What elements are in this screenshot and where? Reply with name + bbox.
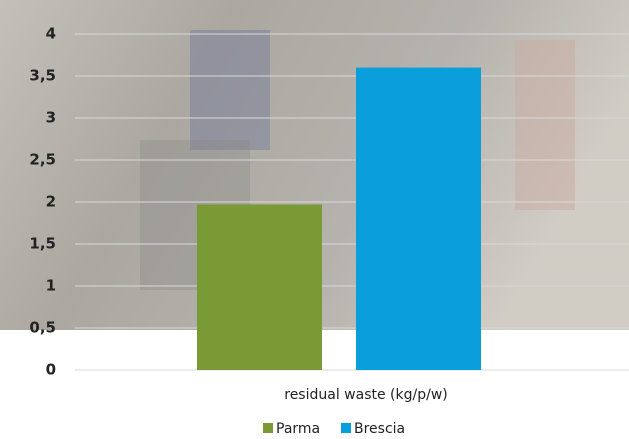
background-photo-detail [190,30,270,150]
y-tick-label: 2 [46,193,56,211]
bar [356,67,481,370]
background-photo-detail [515,40,575,210]
legend-swatch [263,423,273,433]
legend-swatch [341,423,351,433]
legend-label: Parma [276,421,320,437]
bar [197,204,322,370]
y-tick-label: 0,5 [29,319,56,337]
y-tick-label: 1,5 [29,235,56,253]
legend-label: Brescia [354,421,405,437]
y-tick-label: 0 [46,361,56,379]
y-tick-label: 3,5 [29,67,56,85]
y-tick-label: 3 [46,109,56,127]
y-tick-label: 4 [46,25,56,43]
x-category-label: residual waste (kg/p/w) [284,387,448,403]
y-tick-label: 1 [46,277,56,295]
y-tick-label: 2,5 [29,151,56,169]
